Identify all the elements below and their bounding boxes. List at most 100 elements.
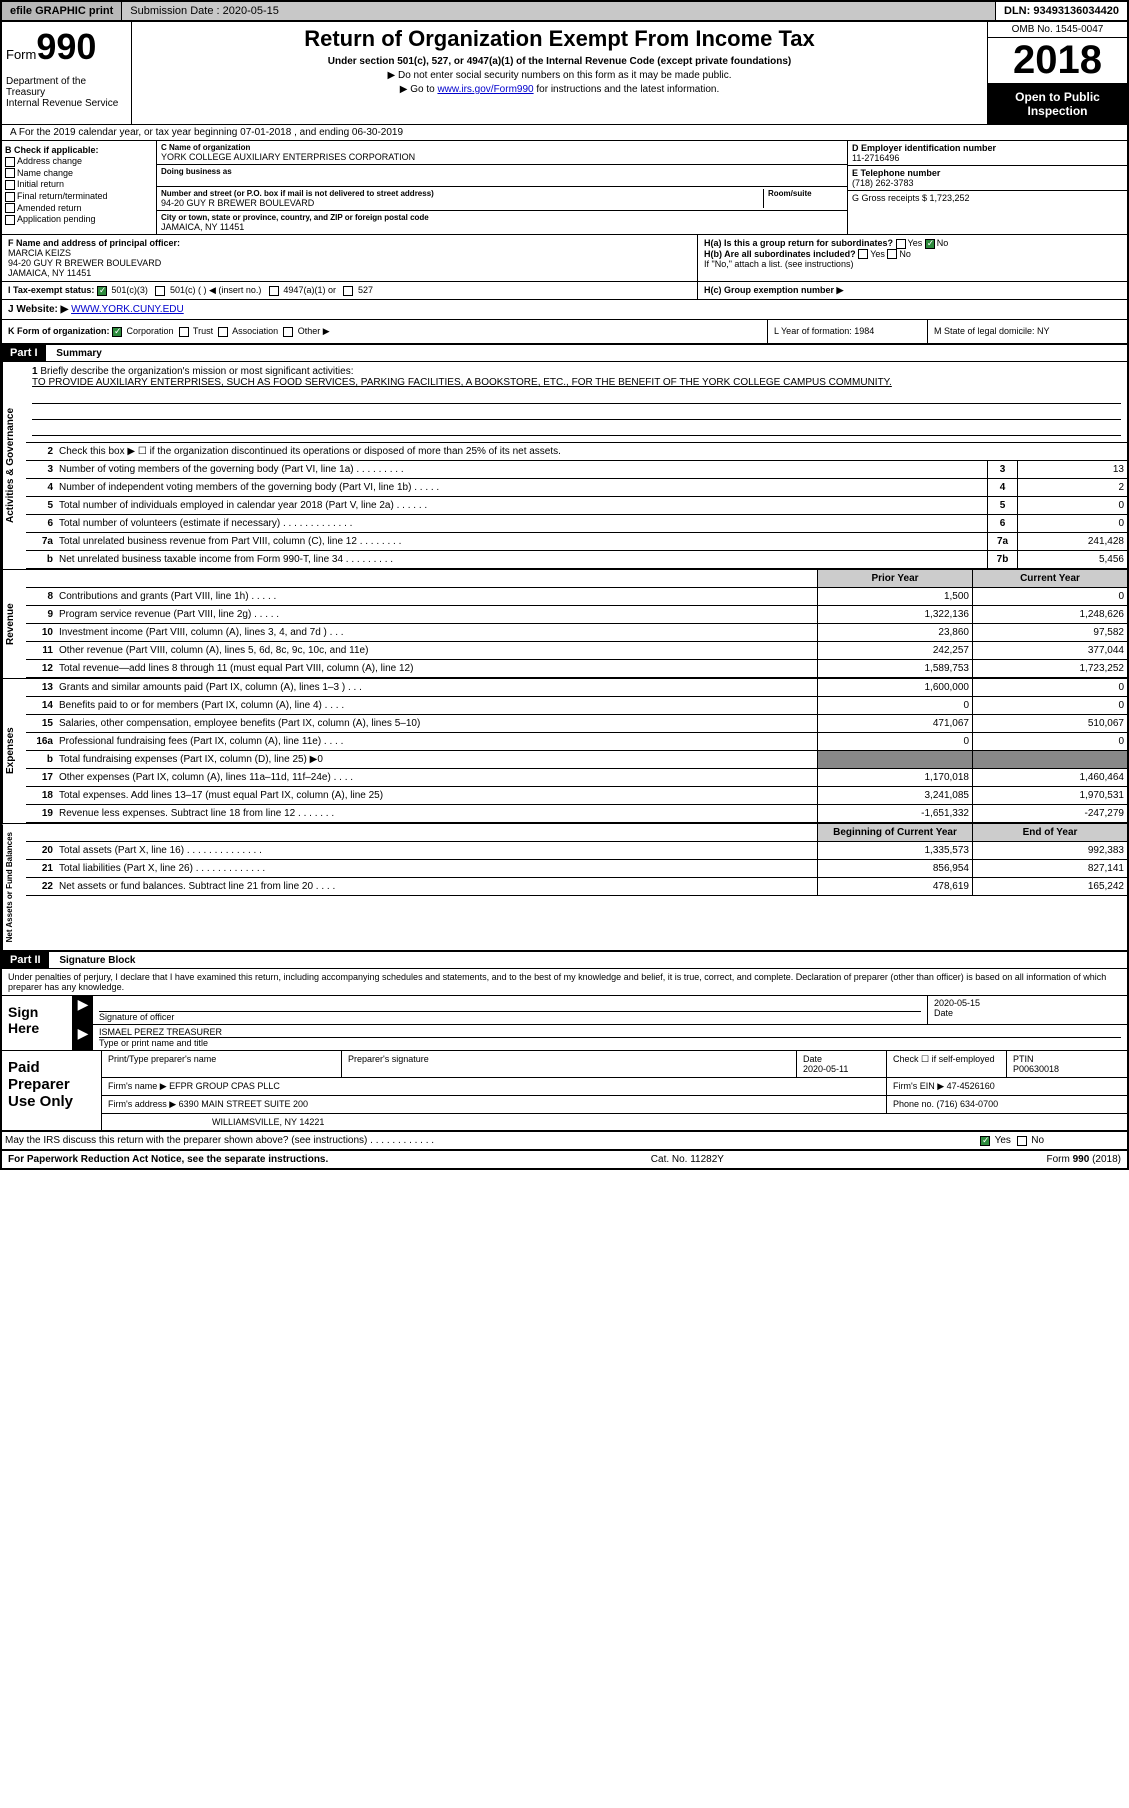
address: 94-20 GUY R BREWER BOULEVARD — [161, 198, 763, 208]
expense-line: 15Salaries, other compensation, employee… — [26, 715, 1127, 733]
signature-declaration: Under penalties of perjury, I declare th… — [2, 969, 1127, 996]
netassets-section: Net Assets or Fund Balances Beginning of… — [2, 823, 1127, 950]
state-domicile: M State of legal domicile: NY — [927, 320, 1127, 343]
checkbox-final-return[interactable] — [5, 192, 15, 202]
discuss-row: May the IRS discuss this return with the… — [2, 1132, 1127, 1151]
ptin: P00630018 — [1013, 1064, 1121, 1074]
firm-addr1: 6390 MAIN STREET SUITE 200 — [179, 1099, 308, 1109]
checkbox-name-change[interactable] — [5, 168, 15, 178]
expense-line: 13Grants and similar amounts paid (Part … — [26, 679, 1127, 697]
chk-other[interactable] — [283, 327, 293, 337]
governance-line: bNet unrelated business taxable income f… — [26, 551, 1127, 569]
chk-4947[interactable] — [269, 286, 279, 296]
hc-label: H(c) Group exemption number ▶ — [704, 285, 1121, 296]
form-box: Form990 Department of the Treasury Inter… — [2, 22, 132, 124]
revenue-header: Prior Year Current Year — [26, 570, 1127, 588]
chk-trust[interactable] — [179, 327, 189, 337]
officer-row: F Name and address of principal officer:… — [2, 235, 1127, 282]
discuss-yes[interactable] — [980, 1136, 990, 1146]
firm-phone: Phone no. (716) 634-0700 — [887, 1096, 1127, 1113]
open-public-badge: Open to Public Inspection — [988, 84, 1127, 124]
revenue-side-label: Revenue — [2, 570, 26, 678]
website-row: J Website: ▶ WWW.YORK.CUNY.EDU — [2, 300, 1127, 320]
officer-name: MARCIA KEIZS — [8, 248, 691, 258]
form-container: efile GRAPHIC print Submission Date : 20… — [0, 0, 1129, 1170]
header-center: Return of Organization Exempt From Incom… — [132, 22, 987, 124]
omb-number: OMB No. 1545-0047 — [988, 22, 1127, 38]
hb-question: H(b) Are all subordinates included? Yes … — [704, 249, 1121, 260]
org-name: YORK COLLEGE AUXILIARY ENTERPRISES CORPO… — [161, 152, 843, 162]
website-link[interactable]: WWW.YORK.CUNY.EDU — [71, 304, 184, 315]
sig-arrow-icon: ▶ — [73, 996, 93, 1024]
mission-block: 1 Briefly describe the organization's mi… — [26, 362, 1127, 443]
chk-corporation[interactable] — [112, 327, 122, 337]
part1-header: Part I Summary — [2, 345, 1127, 362]
expense-line: 18Total expenses. Add lines 13–17 (must … — [26, 787, 1127, 805]
expense-line: 16aProfessional fundraising fees (Part I… — [26, 733, 1127, 751]
part2-label: Part II — [2, 952, 49, 968]
self-employed-check[interactable]: Check ☐ if self-employed — [887, 1051, 1007, 1077]
room-label: Room/suite — [768, 189, 843, 198]
tel-label: E Telephone number — [852, 168, 1123, 178]
expense-line: 14Benefits paid to or for members (Part … — [26, 697, 1127, 715]
netassets-side-label: Net Assets or Fund Balances — [2, 824, 26, 950]
dln: DLN: 93493136034420 — [996, 2, 1127, 20]
gross-receipts: G Gross receipts $ 1,723,252 — [852, 193, 1123, 203]
footer-mid: Cat. No. 11282Y — [651, 1154, 724, 1165]
governance-line: 2Check this box ▶ ☐ if the organization … — [26, 443, 1127, 461]
sig-date: 2020-05-15 — [934, 998, 1121, 1008]
revenue-section: Revenue Prior Year Current Year 8Contrib… — [2, 569, 1127, 678]
addr-label: Number and street (or P.O. box if mail i… — [161, 189, 763, 198]
governance-line: 7aTotal unrelated business revenue from … — [26, 533, 1127, 551]
sign-here-label: Sign Here — [2, 996, 72, 1050]
firm-name: EFPR GROUP CPAS PLLC — [169, 1081, 280, 1091]
hb-yes[interactable] — [858, 249, 868, 259]
firm-addr2: WILLIAMSVILLE, NY 14221 — [102, 1114, 1127, 1130]
form990-link[interactable]: www.irs.gov/Form990 — [437, 84, 533, 95]
ha-yes[interactable] — [896, 239, 906, 249]
section-b-row: B Check if applicable: Address change Na… — [2, 141, 1127, 235]
subtitle: Under section 501(c), 527, or 4947(a)(1)… — [136, 56, 983, 67]
form-title: Return of Organization Exempt From Incom… — [136, 26, 983, 52]
note2: ▶ Go to www.irs.gov/Form990 for instruct… — [136, 84, 983, 95]
efile-badge[interactable]: efile GRAPHIC print — [2, 2, 122, 20]
preparer-date: 2020-05-11 — [803, 1064, 880, 1074]
netassets-line: 20Total assets (Part X, line 16) . . . .… — [26, 842, 1127, 860]
chk-501c[interactable] — [155, 286, 165, 296]
expenses-section: Expenses 13Grants and similar amounts pa… — [2, 678, 1127, 823]
officer-addr: 94-20 GUY R BREWER BOULEVARD JAMAICA, NY… — [8, 258, 691, 278]
chk-527[interactable] — [343, 286, 353, 296]
chk-association[interactable] — [218, 327, 228, 337]
begin-year-header: Beginning of Current Year — [817, 824, 972, 841]
mission-text: TO PROVIDE AUXILIARY ENTERPRISES, SUCH A… — [32, 377, 1121, 388]
checkbox-initial-return[interactable] — [5, 180, 15, 190]
discuss-no[interactable] — [1017, 1136, 1027, 1146]
end-year-header: End of Year — [972, 824, 1127, 841]
checkbox-amended[interactable] — [5, 203, 15, 213]
section-d: D Employer identification number 11-2716… — [847, 141, 1127, 234]
chk-501c3[interactable] — [97, 286, 107, 296]
governance-side-label: Activities & Governance — [2, 362, 26, 569]
prior-year-header: Prior Year — [817, 570, 972, 587]
governance-line: 5Total number of individuals employed in… — [26, 497, 1127, 515]
revenue-line: 11Other revenue (Part VIII, column (A), … — [26, 642, 1127, 660]
form-number: 990 — [36, 26, 96, 67]
year-formation: L Year of formation: 1984 — [767, 320, 927, 343]
tax-year: 2018 — [988, 38, 1127, 84]
ha-no[interactable] — [925, 239, 935, 249]
checkbox-application[interactable] — [5, 215, 15, 225]
officer-signature-line[interactable] — [99, 998, 921, 1012]
footer-right: Form 990 (2018) — [1047, 1154, 1121, 1165]
expenses-side-label: Expenses — [2, 679, 26, 823]
sig-name-label: Type or print name and title — [99, 1038, 1121, 1048]
revenue-line: 12Total revenue—add lines 8 through 11 (… — [26, 660, 1127, 678]
footer-left: For Paperwork Reduction Act Notice, see … — [8, 1154, 328, 1165]
tax-exempt-label: I Tax-exempt status: — [8, 285, 94, 295]
hb-no[interactable] — [887, 249, 897, 259]
submission-date: Submission Date : 2020-05-15 — [122, 2, 996, 20]
netassets-line: 21Total liabilities (Part X, line 26) . … — [26, 860, 1127, 878]
expense-line: 19Revenue less expenses. Subtract line 1… — [26, 805, 1127, 823]
revenue-line: 9Program service revenue (Part VIII, lin… — [26, 606, 1127, 624]
checkbox-address-change[interactable] — [5, 157, 15, 167]
paid-preparer-label: Paid Preparer Use Only — [2, 1051, 102, 1130]
